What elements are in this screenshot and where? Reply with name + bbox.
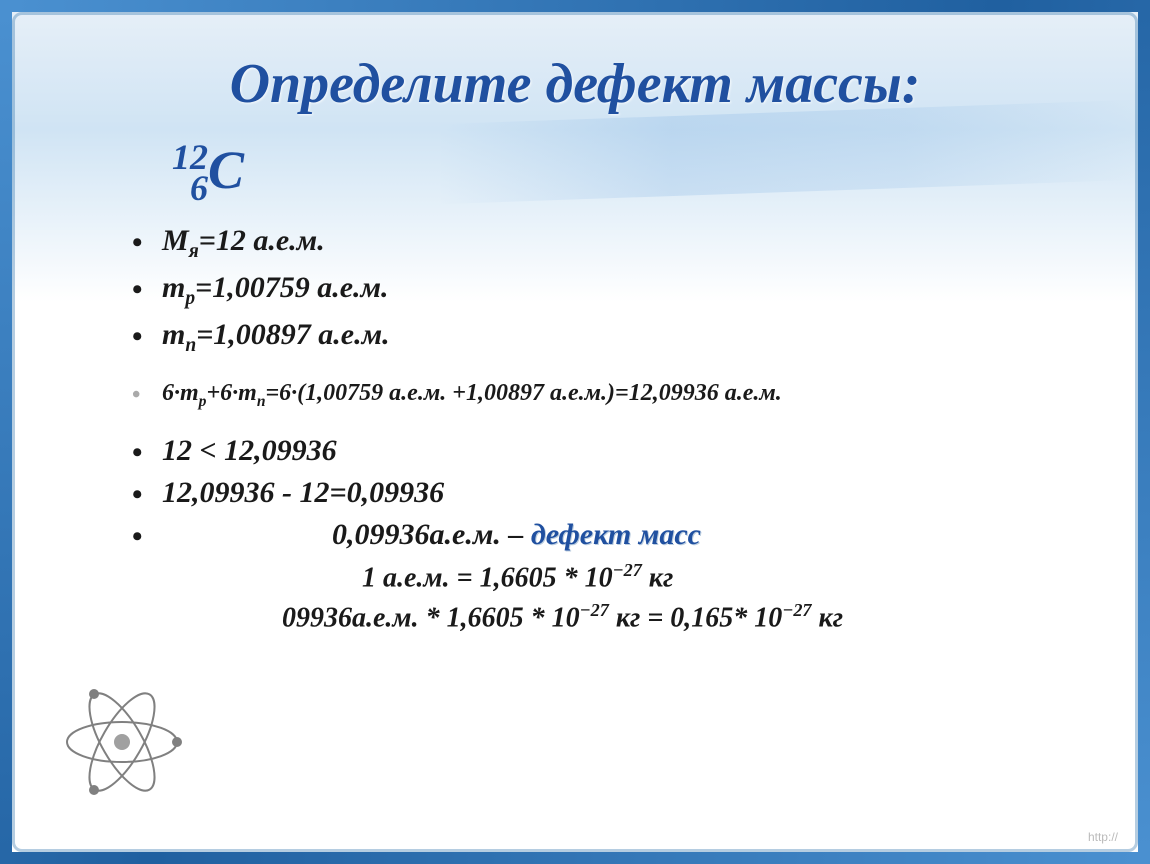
isotope-notation: 126C xyxy=(172,136,1058,209)
proton-mass-line: mp=1,00759 а.е.м. xyxy=(132,271,1058,310)
calculation-line: 6·mp+6·mn=6·(1,00759 а.е.м. +1,00897 а.е… xyxy=(132,380,1058,411)
slide-content: 126C Мя=12 а.е.м. mp=1,00759 а.е.м. mn=1… xyxy=(12,126,1138,660)
defect-mass-line: 0,09936а.е.м. – дефект масс xyxy=(132,518,1058,552)
atom-icon xyxy=(52,672,192,812)
final-result-line: 09936а.е.м. * 1,6605 * 10−27 кг = 0,165*… xyxy=(132,600,1058,634)
defect-mass-label: дефект масс xyxy=(531,518,701,551)
amu-to-kg-line: 1 а.е.м. = 1,6605 * 10−27 кг xyxy=(132,560,1058,594)
element-symbol: C xyxy=(208,140,244,200)
subtraction-line: 12,09936 - 12=0,09936 xyxy=(132,476,1058,510)
comparison-line: 12 < 12,09936 xyxy=(132,434,1058,468)
neutron-mass-line: mn=1,00897 а.е.м. xyxy=(132,318,1058,357)
atomic-number: 6 xyxy=(190,168,208,208)
nucleus-mass-line: Мя=12 а.е.м. xyxy=(132,224,1058,263)
footer-url: http:// xyxy=(1088,830,1118,844)
slide-title: Определите дефект массы: xyxy=(12,12,1138,126)
